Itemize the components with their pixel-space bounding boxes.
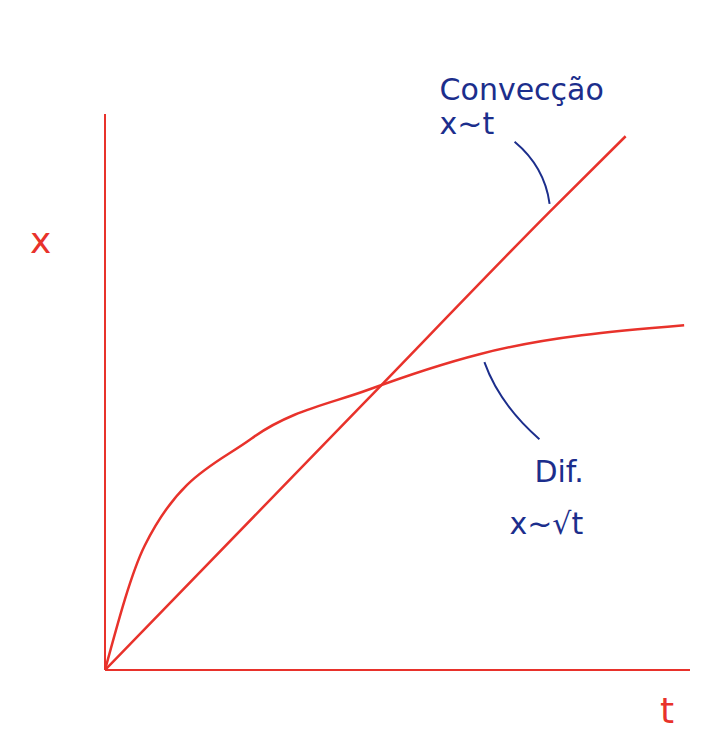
svg-text:x~t: x~t xyxy=(440,106,495,141)
svg-text:x~√t: x~√t xyxy=(509,506,583,541)
html-text:x: x xyxy=(30,220,52,261)
svg-text:Dif.: Dif. xyxy=(534,454,583,489)
html-text:t: t xyxy=(660,690,675,731)
svg-text:Convecção: Convecção xyxy=(440,72,604,107)
